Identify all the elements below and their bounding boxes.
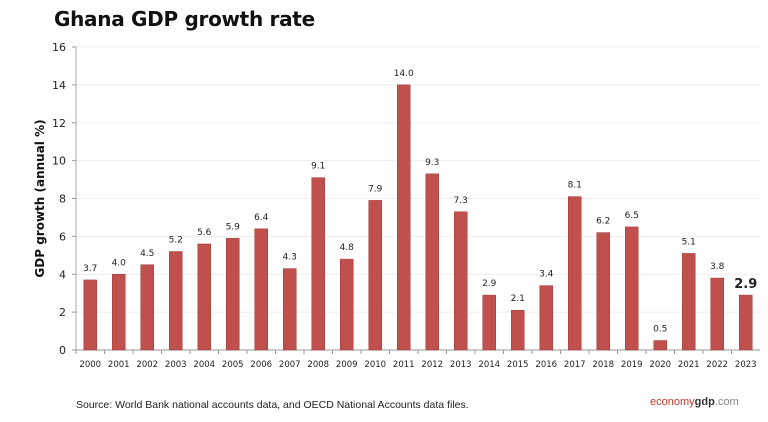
data-label: 4.8 bbox=[340, 243, 355, 253]
data-label: 2.1 bbox=[511, 294, 525, 304]
y-tick-label: 16 bbox=[52, 41, 66, 54]
bar-2011 bbox=[397, 84, 411, 351]
data-label: 7.9 bbox=[368, 184, 383, 194]
data-label: 5.9 bbox=[226, 222, 241, 232]
x-tick-label: 2004 bbox=[193, 360, 215, 370]
bar-2002 bbox=[140, 264, 154, 351]
bar-2023 bbox=[739, 294, 753, 351]
economygdp-logo: economygdp.com bbox=[650, 396, 739, 408]
data-label: 14.0 bbox=[394, 69, 414, 79]
bar-2017 bbox=[568, 196, 582, 351]
bar-2004 bbox=[197, 243, 211, 351]
x-tick-label: 2017 bbox=[564, 360, 586, 370]
data-label: 8.1 bbox=[568, 181, 582, 191]
x-tick-label: 2011 bbox=[393, 360, 415, 370]
bar-2020 bbox=[653, 340, 667, 351]
data-label: 5.2 bbox=[169, 236, 183, 246]
bar-2012 bbox=[425, 173, 439, 351]
bar-2019 bbox=[625, 226, 639, 351]
data-label: 3.7 bbox=[83, 264, 97, 274]
bar-2009 bbox=[340, 258, 354, 351]
bar-2022 bbox=[710, 277, 724, 351]
x-tick-label: 2006 bbox=[250, 360, 272, 370]
y-tick-label: 4 bbox=[59, 268, 66, 281]
bar-2005 bbox=[226, 238, 240, 351]
x-tick-label: 2022 bbox=[706, 360, 728, 370]
data-label: 9.3 bbox=[425, 158, 439, 168]
bar-2003 bbox=[169, 251, 183, 351]
y-tick-label: 0 bbox=[59, 344, 66, 357]
data-label: 6.5 bbox=[625, 211, 639, 221]
x-tick-label: 2020 bbox=[649, 360, 671, 370]
x-tick-label: 2007 bbox=[279, 360, 301, 370]
bar-2006 bbox=[254, 228, 268, 351]
bar-2015 bbox=[511, 309, 525, 351]
data-label: 3.4 bbox=[539, 270, 554, 280]
bar-2000 bbox=[83, 279, 97, 351]
x-tick-label: 2009 bbox=[336, 360, 358, 370]
x-tick-label: 2000 bbox=[79, 360, 101, 370]
x-tick-label: 2016 bbox=[535, 360, 557, 370]
x-tick-label: 2002 bbox=[136, 360, 158, 370]
data-label: 6.4 bbox=[254, 213, 269, 223]
data-label: 2.9 bbox=[482, 279, 497, 289]
logo-text-2: gdp bbox=[694, 396, 715, 408]
x-tick-label: 2018 bbox=[592, 360, 614, 370]
data-label: 4.3 bbox=[283, 253, 297, 263]
x-tick-label: 2013 bbox=[450, 360, 472, 370]
bar-2016 bbox=[539, 285, 553, 351]
data-label: 6.2 bbox=[596, 217, 610, 227]
x-tick-label: 2008 bbox=[307, 360, 329, 370]
y-tick-label: 10 bbox=[52, 155, 66, 168]
y-tick-label: 8 bbox=[59, 193, 66, 206]
x-tick-label: 2023 bbox=[735, 360, 757, 370]
bar-2001 bbox=[112, 274, 126, 351]
bar-2007 bbox=[283, 268, 297, 351]
data-label: 2.9 bbox=[734, 277, 757, 292]
y-tick-label: 6 bbox=[59, 230, 66, 243]
x-tick-label: 2010 bbox=[364, 360, 386, 370]
y-tick-label: 14 bbox=[52, 79, 66, 92]
bar-2014 bbox=[482, 294, 496, 351]
y-axis-label: GDP growth (annual %) bbox=[33, 119, 47, 277]
y-tick-label: 2 bbox=[59, 306, 66, 319]
data-label: 4.5 bbox=[140, 249, 154, 259]
bar-2018 bbox=[596, 232, 610, 351]
x-tick-label: 2001 bbox=[108, 360, 130, 370]
data-label: 5.1 bbox=[682, 237, 696, 247]
bar-2008 bbox=[311, 177, 325, 351]
data-label: 5.6 bbox=[197, 228, 212, 238]
x-tick-label: 2021 bbox=[678, 360, 700, 370]
data-label: 0.5 bbox=[653, 325, 667, 335]
x-tick-label: 2005 bbox=[222, 360, 244, 370]
x-tick-label: 2003 bbox=[165, 360, 187, 370]
bar-2021 bbox=[682, 253, 696, 351]
x-tick-label: 2012 bbox=[421, 360, 443, 370]
x-tick-label: 2015 bbox=[507, 360, 529, 370]
logo-text-3: .com bbox=[714, 396, 739, 408]
chart-title: Ghana GDP growth rate bbox=[54, 7, 315, 31]
data-label: 9.1 bbox=[311, 162, 325, 172]
source-note: Source: World Bank national accounts dat… bbox=[76, 399, 469, 411]
logo-text-1: economy bbox=[650, 396, 695, 408]
x-tick-label: 2019 bbox=[621, 360, 643, 370]
bar-2010 bbox=[368, 200, 382, 351]
bar-2013 bbox=[454, 211, 468, 351]
data-label: 3.8 bbox=[710, 262, 725, 272]
x-tick-label: 2014 bbox=[478, 360, 500, 370]
y-tick-label: 12 bbox=[52, 117, 66, 130]
data-label: 7.3 bbox=[454, 196, 468, 206]
data-label: 4.0 bbox=[112, 258, 127, 268]
